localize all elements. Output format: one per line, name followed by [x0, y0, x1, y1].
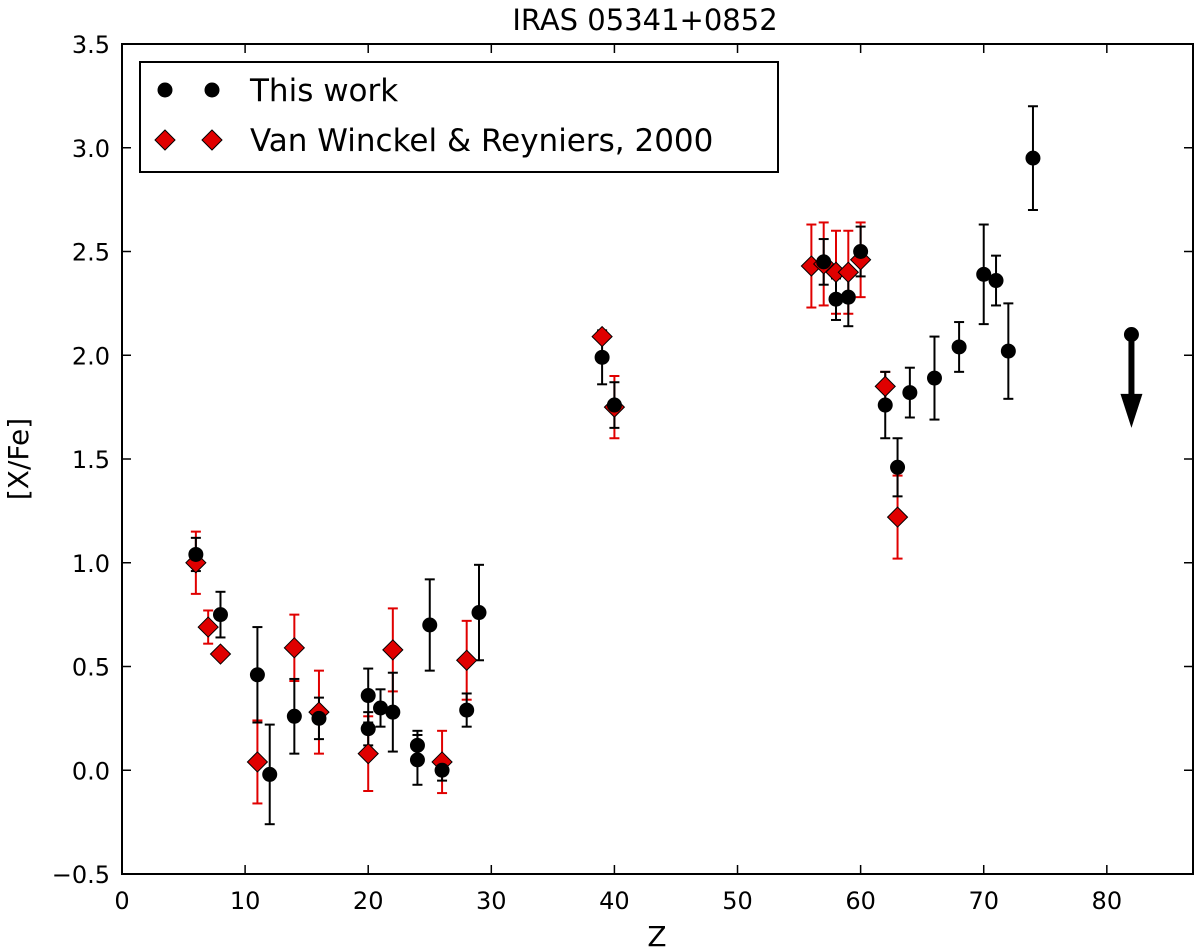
legend-box	[139, 61, 779, 173]
data-point-this-work	[286, 708, 302, 724]
data-point-this-work	[853, 244, 869, 259]
upper-limit-point	[1123, 327, 1139, 342]
data-point-van-winckel-reyniers	[246, 751, 269, 773]
data-point-this-work	[902, 385, 918, 401]
data-point-this-work	[988, 273, 1004, 289]
legend-circle	[204, 82, 220, 98]
data-point-this-work	[976, 266, 992, 282]
y-tick-label: 2.5	[72, 239, 110, 267]
upper-limit-arrow-head	[1120, 393, 1143, 428]
data-point-van-winckel-reyniers	[886, 506, 909, 528]
data-point-this-work	[471, 605, 487, 621]
data-point-van-winckel-reyniers	[591, 325, 613, 348]
data-point-van-winckel-reyniers	[283, 637, 306, 659]
y-tick-label: 3.0	[72, 135, 110, 163]
x-tick-label: 40	[599, 887, 630, 915]
x-tick-label: 30	[476, 887, 507, 915]
legend-circle	[157, 82, 173, 98]
legend-marker-this-work	[157, 82, 220, 98]
data-point-van-winckel-reyniers	[209, 643, 232, 665]
data-point-this-work	[816, 254, 832, 270]
data-point-van-winckel-reyniers	[874, 375, 896, 398]
x-axis-label: Z	[647, 920, 666, 951]
data-point-this-work	[311, 710, 327, 726]
x-tick-label: 80	[1092, 887, 1123, 915]
data-point-this-work	[1000, 343, 1016, 359]
data-markers	[185, 150, 1143, 782]
data-point-this-work	[409, 737, 425, 753]
plot-area	[185, 105, 1143, 826]
data-point-this-work	[360, 688, 376, 704]
x-tick-label: 20	[353, 887, 384, 915]
data-point-this-work	[459, 702, 475, 718]
data-point-this-work	[926, 370, 942, 386]
data-point-this-work	[877, 397, 893, 413]
data-point-van-winckel-reyniers	[382, 639, 404, 661]
y-tick-label: 0.5	[72, 654, 110, 682]
y-tick-label: 1.0	[72, 550, 110, 578]
x-tick-label: 70	[968, 887, 999, 915]
y-axis-label: [X/Fe]	[2, 418, 35, 500]
legend: This work Van Winckel & Reyniers, 2000	[139, 61, 779, 173]
data-point-this-work	[594, 349, 610, 365]
data-point-this-work	[951, 339, 967, 355]
y-tick-label: 1.5	[72, 446, 110, 474]
data-point-this-work	[188, 546, 204, 562]
y-tick-label: 0.0	[72, 757, 110, 785]
legend-diamond	[154, 129, 176, 151]
data-point-this-work	[262, 766, 278, 782]
legend-label-this-work: This work	[249, 73, 398, 109]
chart-title: IRAS 05341+0852	[512, 3, 777, 37]
legend-diamond	[201, 129, 223, 151]
y-tick-label: −0.5	[52, 861, 110, 889]
data-point-this-work	[606, 397, 622, 413]
data-point-this-work	[828, 291, 844, 307]
legend-marker-van-winckel-reyniers	[154, 129, 223, 151]
data-point-van-winckel-reyniers	[197, 616, 219, 638]
data-point-this-work	[890, 459, 906, 475]
data-point-this-work	[385, 704, 401, 720]
data-point-this-work	[360, 721, 376, 737]
data-point-this-work	[840, 289, 856, 305]
data-point-this-work	[434, 762, 450, 778]
data-point-this-work	[409, 752, 425, 768]
x-tick-label: 0	[114, 887, 129, 915]
data-point-van-winckel-reyniers	[837, 261, 860, 283]
y-tick-label: 2.0	[72, 342, 110, 370]
legend-label-van-winckel-reyniers: Van Winckel & Reyniers, 2000	[250, 123, 713, 159]
data-point-this-work	[422, 617, 438, 633]
data-point-this-work	[212, 607, 228, 623]
x-tick-label: 50	[722, 887, 753, 915]
y-tick-label: 3.5	[72, 31, 110, 59]
axes-ticks: 0 10 20 30 40 50 60 70 80 −0.5 0.0 0.5 1.0 1.5 2.0 2.5 3…	[52, 31, 1193, 915]
data-point-this-work	[249, 667, 265, 683]
x-tick-label: 60	[845, 887, 876, 915]
data-point-van-winckel-reyniers	[357, 742, 379, 765]
x-tick-label: 10	[230, 887, 261, 915]
data-point-this-work	[1025, 150, 1041, 166]
data-point-van-winckel-reyniers	[455, 649, 478, 671]
